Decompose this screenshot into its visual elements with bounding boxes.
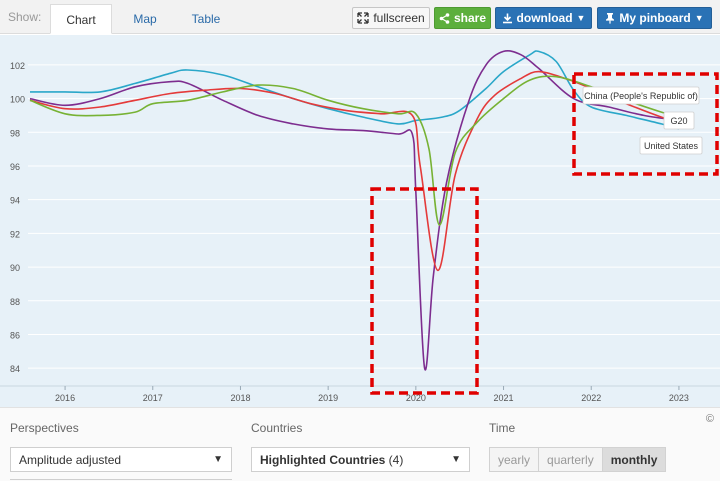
perspective-value: Amplitude adjusted	[19, 453, 122, 467]
series-line-1	[29, 50, 680, 371]
caret-down-icon: ▼	[576, 13, 586, 23]
x-tick-label: 2017	[143, 393, 163, 403]
y-tick-label: 96	[10, 162, 20, 172]
series-label: China (People's Republic of)	[584, 91, 698, 101]
line-chart: 84 86 88 90 92 94 96 98 100 102 2016 2017 2018 2019 20…	[0, 50, 720, 403]
y-tick-label: 84	[10, 364, 20, 374]
download-button[interactable]: download ▼	[495, 7, 592, 29]
y-tick-label: 102	[10, 61, 25, 71]
y-tick-label: 98	[10, 128, 20, 138]
y-tick-label: 86	[10, 330, 20, 340]
series-label-box	[663, 111, 695, 130]
select-edge	[10, 479, 232, 481]
expand-icon	[357, 12, 369, 24]
time-label: Time	[489, 421, 516, 435]
countries-select[interactable]: Highlighted Countries (4) ▼	[251, 447, 470, 472]
share-label: share	[453, 11, 487, 25]
pinboard-label: My pinboard	[619, 11, 691, 25]
time-option-quarterly[interactable]: quarterly	[539, 448, 603, 471]
series-line-3	[29, 75, 680, 226]
x-tick-label: 2023	[669, 393, 689, 403]
countries-count: (4)	[388, 453, 404, 467]
y-tick-label: 100	[10, 95, 25, 105]
y-tick-label: 90	[10, 263, 20, 273]
pinboard-button[interactable]: My pinboard ▼	[597, 7, 712, 29]
pin-icon	[606, 13, 615, 24]
perspective-select[interactable]: Amplitude adjusted ▼	[10, 447, 232, 472]
y-tick-label: 94	[10, 196, 20, 206]
x-tick-label: 2020	[406, 393, 426, 403]
annotation-box-labels	[572, 72, 719, 176]
tab-chart[interactable]: Chart	[50, 4, 112, 34]
perspectives-label: Perspectives	[10, 421, 79, 435]
download-label: download	[516, 11, 573, 25]
share-button[interactable]: share	[434, 7, 491, 29]
controls-panel: © Perspectives Amplitude adjusted ▼ Coun…	[0, 407, 720, 481]
x-tick-label: 2018	[230, 393, 250, 403]
toolbar: Show: Chart Map Table fullscreen share d…	[0, 0, 720, 34]
tab-table[interactable]: Table	[191, 12, 221, 26]
series-label: United States	[644, 141, 699, 151]
chart-area: 84 86 88 90 92 94 96 98 100 102 2016 2017 2018 2019 20…	[0, 35, 720, 407]
download-icon	[502, 13, 512, 23]
x-tick-label: 2022	[581, 393, 601, 403]
show-label: Show:	[8, 10, 42, 24]
caret-down-icon: ▼	[694, 13, 704, 23]
fullscreen-button[interactable]: fullscreen	[352, 7, 430, 29]
copyright-icon[interactable]: ©	[705, 413, 714, 425]
time-option-yearly[interactable]: yearly	[490, 448, 540, 471]
y-tick-label: 88	[10, 297, 20, 307]
countries-label: Countries	[251, 421, 303, 435]
tab-map[interactable]: Map	[133, 12, 157, 26]
caret-down-icon: ▼	[451, 454, 461, 465]
series-label: G20	[670, 116, 687, 126]
countries-value: Highlighted Countries	[260, 453, 386, 467]
time-toggle: yearly quarterly monthly	[489, 447, 667, 472]
caret-down-icon: ▼	[213, 454, 223, 465]
share-icon	[439, 12, 450, 24]
series-label-box	[639, 136, 703, 155]
y-tick-label: 92	[10, 229, 20, 239]
time-option-monthly[interactable]: monthly	[602, 448, 666, 471]
x-tick-label: 2016	[55, 393, 75, 403]
fullscreen-label: fullscreen	[373, 11, 425, 25]
series-label-box	[582, 86, 700, 105]
x-tick-label: 2019	[318, 393, 338, 403]
x-tick-label: 2021	[494, 393, 514, 403]
